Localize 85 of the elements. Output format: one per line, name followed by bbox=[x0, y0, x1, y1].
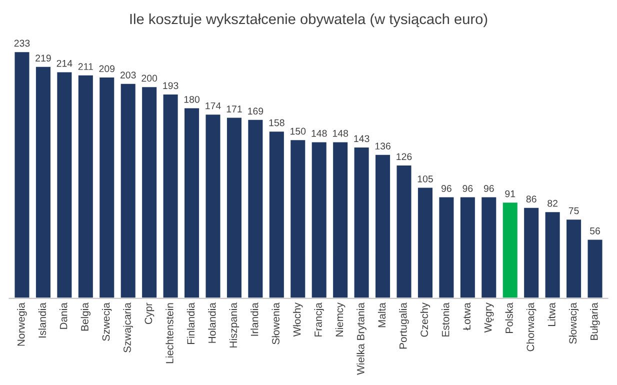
data-label: 193 bbox=[163, 82, 178, 90]
data-label: 105 bbox=[418, 175, 433, 182]
data-label: 200 bbox=[142, 74, 158, 82]
data-label: 148 bbox=[312, 130, 327, 137]
data-label: 150 bbox=[290, 128, 306, 135]
bar bbox=[438, 196, 456, 298]
data-label: 126 bbox=[396, 153, 412, 160]
bar bbox=[77, 74, 94, 298]
x-tick-label: Finlandia bbox=[186, 302, 195, 344]
x-tick-label: Szwajcaria bbox=[123, 302, 133, 352]
data-label: 158 bbox=[269, 119, 284, 126]
bar bbox=[459, 196, 476, 298]
x-tick-label: Norwegia bbox=[17, 302, 27, 346]
x-tick-label: Islandia bbox=[38, 302, 46, 338]
data-label: 203 bbox=[120, 72, 136, 78]
x-tick-label: Czechy bbox=[420, 302, 430, 337]
bar bbox=[140, 86, 158, 298]
bar bbox=[522, 206, 540, 298]
x-tick-label: Słowacja bbox=[568, 302, 579, 344]
bar bbox=[268, 130, 286, 298]
data-label: 143 bbox=[354, 135, 370, 142]
data-label: 214 bbox=[56, 60, 72, 67]
bar bbox=[119, 82, 137, 298]
bar bbox=[13, 50, 31, 298]
data-label: 148 bbox=[332, 130, 348, 137]
x-tick-label: Holandia bbox=[208, 302, 216, 343]
x-tick-label: Węgry bbox=[484, 302, 494, 333]
x-tick-label: Bułgaria bbox=[590, 302, 600, 340]
data-label: 169 bbox=[248, 108, 264, 115]
x-tick-label: Szwecja bbox=[102, 302, 112, 341]
x-tick-label: Liechtenstein bbox=[166, 303, 174, 364]
x-tick-label: Cypr bbox=[144, 302, 154, 324]
data-label: 174 bbox=[206, 102, 221, 110]
bar bbox=[374, 154, 392, 298]
data-label: 86 bbox=[526, 196, 536, 203]
bar bbox=[565, 218, 582, 298]
bar bbox=[586, 238, 604, 298]
bar bbox=[226, 116, 243, 298]
chart-title: Ile kosztuje wykształcenie obywatela (w tysiącach euro) bbox=[130, 13, 488, 28]
x-tick-label: Litwa bbox=[548, 302, 556, 326]
bar bbox=[416, 186, 434, 298]
bar bbox=[544, 210, 562, 298]
data-label: 219 bbox=[36, 54, 51, 62]
bar bbox=[98, 76, 116, 298]
bar bbox=[332, 140, 349, 298]
bar bbox=[289, 138, 307, 298]
x-tick-label: Łotwa bbox=[463, 302, 470, 330]
data-label: 91 bbox=[505, 190, 516, 198]
data-label: 209 bbox=[99, 65, 115, 72]
bar bbox=[246, 118, 264, 298]
x-tick-label: Chorwacja bbox=[526, 302, 536, 352]
bar bbox=[56, 70, 74, 298]
data-label: 75 bbox=[568, 207, 579, 214]
data-label: 136 bbox=[375, 142, 390, 150]
x-tick-label: Włochy bbox=[293, 302, 303, 337]
data-label: 56 bbox=[590, 227, 600, 234]
bar bbox=[162, 93, 180, 298]
x-tick-label: Słowenia bbox=[272, 302, 280, 344]
bar bbox=[310, 140, 328, 298]
x-tick-label: Portugalia bbox=[399, 302, 409, 349]
x-tick-label: Dania bbox=[60, 302, 68, 329]
data-label: 96 bbox=[442, 185, 452, 192]
data-label: 82 bbox=[548, 200, 558, 207]
data-label: 96 bbox=[462, 185, 473, 192]
data-label: 96 bbox=[484, 185, 494, 192]
bar bbox=[204, 113, 222, 298]
x-tick-label: Irlandia bbox=[250, 302, 258, 336]
data-label: 180 bbox=[184, 96, 200, 103]
x-tick-label: Wielka Brytania bbox=[356, 302, 366, 375]
data-label: 171 bbox=[226, 106, 242, 112]
data-label: 233 bbox=[14, 40, 30, 47]
x-tick-label: Niemcy bbox=[335, 302, 346, 336]
x-tick-label: Belgia bbox=[80, 302, 91, 331]
bar bbox=[183, 106, 200, 298]
x-tick-label: Francja bbox=[314, 302, 324, 336]
x-tick-label: Hiszpania bbox=[229, 302, 240, 348]
x-tick-label: Malta bbox=[378, 302, 386, 328]
bar bbox=[352, 146, 370, 298]
x-tick-label: Polska bbox=[505, 302, 513, 333]
bar bbox=[34, 66, 52, 298]
bar bbox=[395, 164, 413, 298]
x-tick-label: Estonia bbox=[442, 302, 450, 336]
bar bbox=[480, 196, 498, 298]
data-label: 211 bbox=[78, 63, 93, 70]
bar bbox=[501, 201, 519, 298]
